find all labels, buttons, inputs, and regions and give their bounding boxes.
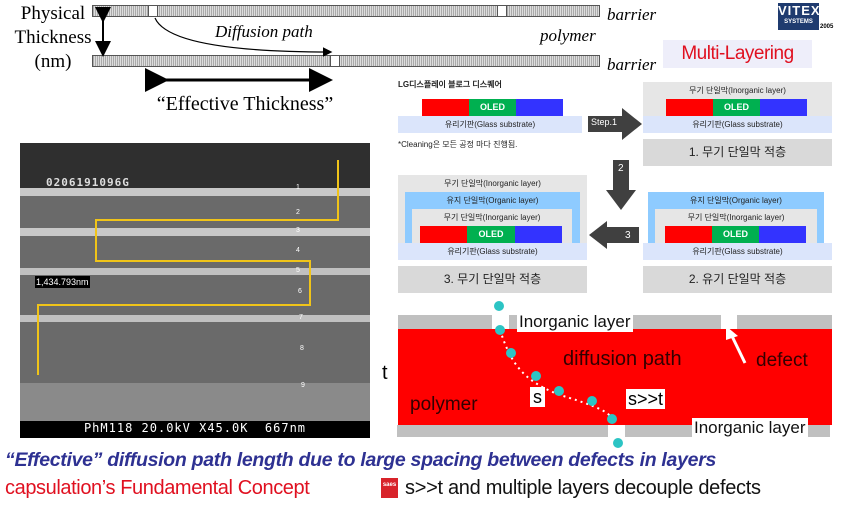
axis-label-3: (nm): [34, 51, 72, 72]
sem-id: 0206191096G: [46, 176, 130, 189]
diffusion-dots: [494, 301, 747, 448]
inorganic-bottom-label: Inorganic layer: [692, 418, 808, 438]
polymer-label: polymer: [540, 26, 596, 45]
s-much-greater-t-label: s>>t: [626, 389, 666, 409]
t-label: t: [382, 362, 388, 384]
multi-layering-title: Multi-Layering: [663, 40, 812, 68]
polymer-label: polymer: [410, 394, 478, 415]
logo-sub: SYSTEMS: [784, 19, 813, 25]
glass-substrate: 유리기판(Glass substrate): [643, 243, 832, 260]
oled-label: OLED: [713, 99, 760, 116]
oled-stack: OLED: [420, 226, 562, 243]
barrier-bottom-bar: [92, 55, 600, 67]
glass-substrate: 유리기판(Glass substrate): [643, 116, 832, 133]
inorganic-segment: [398, 315, 492, 329]
step2-arrow: [606, 160, 636, 210]
thickness-arrows: [95, 7, 333, 92]
sem-measurement: 1,434.793nm: [35, 276, 90, 288]
defect-label: defect: [756, 350, 808, 371]
polymer-layer: [398, 329, 832, 425]
defect-gap: [330, 55, 340, 67]
logo-year: 2005: [820, 24, 834, 30]
oled-label: OLED: [712, 226, 759, 243]
axis-label-2: Thickness: [14, 27, 92, 48]
footer-line1: “Effective” diffusion path length due to…: [5, 449, 717, 471]
sem-image: 0206191096G 1,434.793nm PhM118 20.0kV X4…: [20, 143, 370, 438]
inorganic-segment: [737, 315, 832, 329]
vitex-logo: VITEX SYSTEMS: [778, 3, 821, 30]
step2-label: 2: [618, 163, 624, 174]
glass-substrate: 유리기판(Glass substrate): [398, 116, 582, 133]
oled-stack: OLED: [666, 99, 807, 116]
diffusion-path-label: diffusion path: [563, 348, 682, 370]
defect-gap: [148, 5, 158, 17]
oled-stack: OLED: [665, 226, 806, 243]
cleaning-note: *Cleaning은 모든 공정 마다 진행됨.: [398, 140, 518, 149]
footer-concept: capsulation’s Fundamental Concept: [5, 477, 310, 499]
s-label: s: [530, 387, 545, 407]
step1-arrow: [588, 108, 642, 140]
oled-label: OLED: [469, 99, 516, 116]
barrier-bottom-label: barrier: [607, 55, 657, 74]
sem-info: PhM118 20.0kV X45.0K 667nm: [83, 421, 307, 435]
inorganic-segment: [655, 315, 721, 329]
step1-caption: 1. 무기 단일막 적층: [643, 139, 832, 166]
barrier-top-bar: [92, 5, 600, 17]
diffusion-path-label: Diffusion path: [215, 22, 313, 41]
footer-line2: s>>t and multiple layers decouple defect…: [405, 477, 761, 499]
step1-label: Step.1: [591, 117, 618, 127]
inorganic-segment: [397, 425, 608, 437]
diffusion-path-arrow: [154, 17, 333, 57]
oled-stack: OLED: [422, 99, 563, 116]
oled-label: OLED: [467, 226, 515, 243]
step3-label: 3: [625, 230, 631, 241]
inorganic-top-label: Inorganic layer: [517, 312, 633, 332]
effective-thickness-label: “Effective Thickness”: [156, 93, 334, 115]
glass-substrate: 유리기판(Glass substrate): [398, 243, 587, 260]
sem-layers: [20, 143, 370, 438]
barrier-top-label: barrier: [607, 5, 657, 24]
logo-name: VITEX: [778, 3, 821, 18]
axis-label-1: Physical: [20, 3, 86, 24]
saes-logo: saes: [381, 478, 398, 498]
source-label: LG디스플레이 블로그 디스퀘어: [398, 80, 502, 89]
step3-arrow: [589, 221, 639, 249]
step3-caption: 3. 무기 단일막 적층: [398, 266, 587, 293]
defect-gap: [497, 5, 507, 17]
step2-caption: 2. 유기 단일막 적층: [643, 266, 832, 293]
